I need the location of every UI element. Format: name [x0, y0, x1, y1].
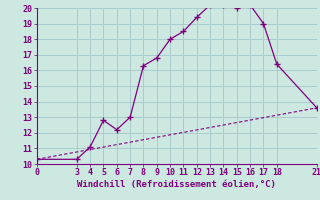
X-axis label: Windchill (Refroidissement éolien,°C): Windchill (Refroidissement éolien,°C) — [77, 180, 276, 189]
